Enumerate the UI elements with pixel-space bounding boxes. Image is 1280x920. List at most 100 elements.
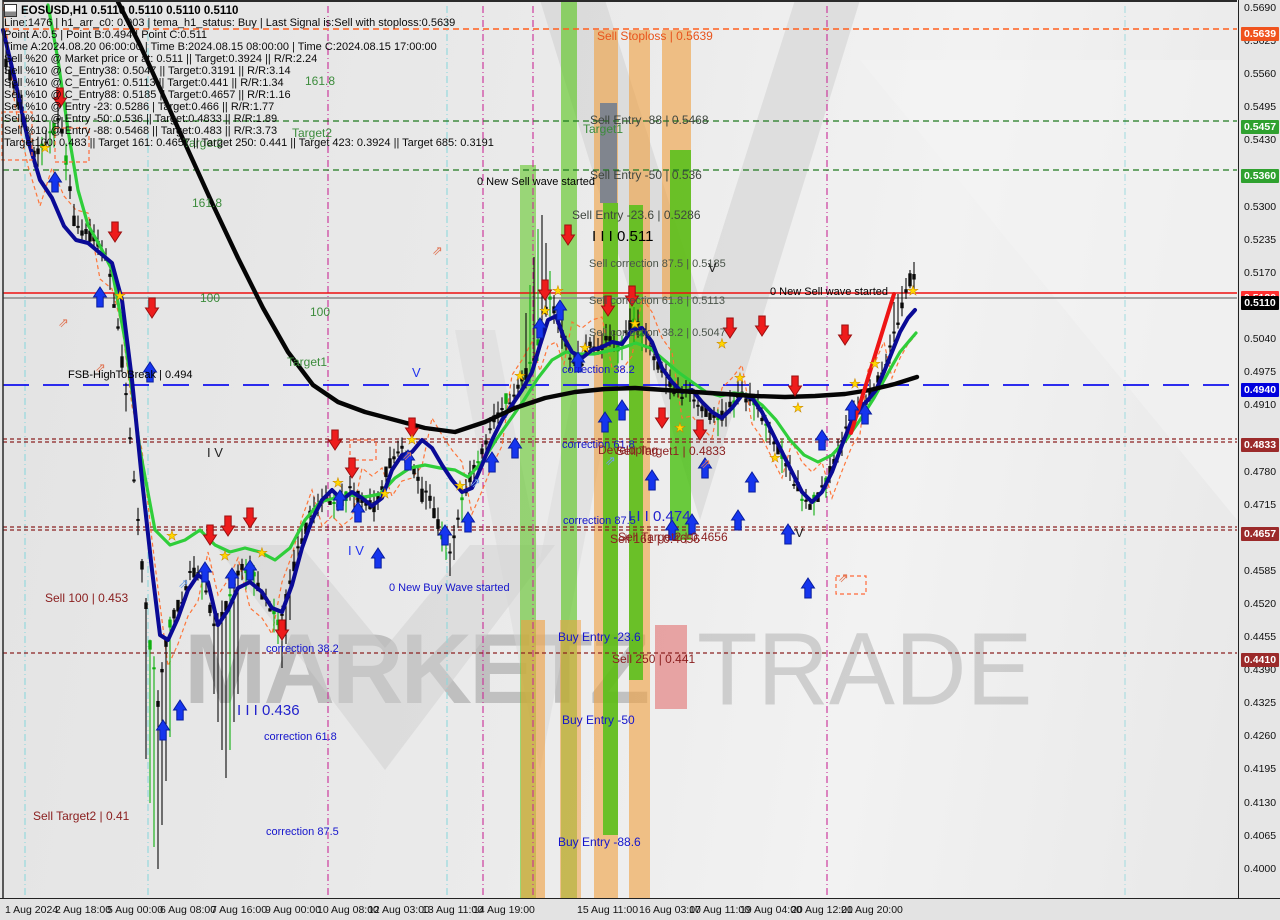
candle-body <box>348 486 352 489</box>
time-axis[interactable]: 1 Aug 2024 2 Aug 18:00 5 Aug 00:00 6 Aug 08… <box>0 898 1280 920</box>
mini-arrow-icon: ⇗ <box>178 576 189 591</box>
candle-body <box>472 464 476 471</box>
price-badge: 0.5360 <box>1241 169 1279 184</box>
candle-body <box>76 225 80 228</box>
star-icon: ★ <box>849 376 861 391</box>
candle-body <box>68 186 72 192</box>
price-axis[interactable]: 0.5690 0.5625 0.5560 0.5495 0.5430 0.5300 0.52… <box>1238 0 1280 908</box>
price-tick: 0.5430 <box>1244 134 1277 147</box>
candle-body <box>516 384 520 389</box>
sell-arrow-icon <box>202 524 218 546</box>
buy-arrow-icon <box>370 547 386 569</box>
price-tick: 0.5170 <box>1244 266 1277 279</box>
price-tick: 0.4260 <box>1244 730 1277 743</box>
signal-box <box>349 439 377 461</box>
candle-body <box>704 405 708 417</box>
price-tick: 0.5300 <box>1244 200 1277 213</box>
buy-arrow-icon <box>242 559 258 581</box>
sell-arrow-icon <box>600 295 616 317</box>
candle-body <box>744 398 748 403</box>
info-line-1: Point A:0.5 | Point B:0.494 | Point C:0.… <box>4 29 208 41</box>
buy-arrow-icon <box>664 519 680 541</box>
info-line-2: Time A:2024.08.20 06:00:00 | Time B:2024… <box>4 41 437 53</box>
candle-body <box>140 561 144 570</box>
price-tick: 0.4195 <box>1244 763 1277 776</box>
candle-body <box>164 637 168 647</box>
star-icon: ★ <box>166 528 178 543</box>
info-line-10: Target100: 0.483 || Target 161: 0.4657 |… <box>4 137 494 149</box>
buy-arrow-icon <box>597 411 613 433</box>
buy-arrow-icon <box>552 299 568 321</box>
buy-arrow-icon <box>484 451 500 473</box>
time-label: 5 Aug 00:00 <box>107 904 164 916</box>
candle-body <box>896 322 900 325</box>
candle-body <box>900 302 904 309</box>
buy-arrow-icon <box>697 457 713 479</box>
candle-body <box>680 396 684 400</box>
candle-body <box>604 335 608 341</box>
price-badge: 0.4940 <box>1241 383 1279 397</box>
sell-arrow-icon <box>274 619 290 641</box>
time-label: 16 Aug 03:00 <box>639 904 701 916</box>
price-tick: 0.4065 <box>1244 829 1277 842</box>
candle-body <box>240 563 244 570</box>
candle-body <box>252 572 256 577</box>
star-icon: ★ <box>769 450 781 465</box>
buy-arrow-icon <box>92 286 108 308</box>
sell-arrow-icon <box>692 419 708 441</box>
signal-markers: ★★★★ ★★★★★★★★★★★★★★★★★★⇗⇗⇗⇗⇗⇗⇗⇗⇗ <box>39 87 919 741</box>
candle-body <box>228 594 232 597</box>
buy-arrow-icon <box>684 513 700 535</box>
candle-body <box>132 479 136 482</box>
candle-body <box>328 501 332 505</box>
price-tick: 0.4455 <box>1244 631 1277 644</box>
candle-body <box>804 499 808 502</box>
candle-body <box>44 141 48 144</box>
candle-body <box>108 273 112 277</box>
signal-box <box>1 111 33 161</box>
price-tick: 0.5560 <box>1244 68 1277 81</box>
buy-arrow-icon <box>744 471 760 493</box>
buy-arrow-icon <box>197 561 213 583</box>
buy-arrow-icon <box>800 577 816 599</box>
buy-arrow-icon <box>857 403 873 425</box>
candle-body <box>420 488 424 502</box>
candle-body <box>712 414 716 418</box>
candle-body <box>520 377 524 382</box>
candle-body <box>184 586 188 591</box>
price-tick: 0.4390 <box>1244 664 1277 677</box>
candle-body <box>392 456 396 460</box>
candle-body <box>88 230 92 242</box>
sell-arrow-icon <box>327 429 343 451</box>
candle-body <box>792 484 796 487</box>
candle-body <box>476 461 480 464</box>
candle-body <box>304 522 308 535</box>
buy-arrow-icon <box>844 399 860 421</box>
watermark-red-block <box>654 625 687 709</box>
price-tick: 0.4715 <box>1244 498 1277 511</box>
candle-body <box>120 356 124 368</box>
time-label: 6 Aug 08:00 <box>160 904 217 916</box>
candle-body <box>244 570 248 574</box>
info-line-7: Sell %10 @ Entry -23: 0.5286 | Target:0.… <box>4 101 275 113</box>
candle-body <box>56 118 60 121</box>
watermark-logo-shape <box>215 0 1237 770</box>
candle-body <box>72 215 76 226</box>
buy-arrow-icon <box>814 429 830 451</box>
candle-body <box>112 304 116 308</box>
candle-body <box>176 599 180 612</box>
star-icon: ★ <box>114 288 126 303</box>
buy-arrow-icon <box>332 489 348 511</box>
candle-body <box>64 155 68 165</box>
candle-body <box>376 494 380 502</box>
candle-body <box>128 437 132 440</box>
buy-arrow-icon <box>155 719 171 741</box>
price-tick: 0.4520 <box>1244 597 1277 610</box>
trailing-stop-polyline <box>2 0 916 669</box>
candle-body <box>60 128 64 134</box>
candle-body <box>52 122 56 136</box>
candle-body <box>296 546 300 549</box>
candle-body <box>372 502 376 513</box>
info-line-5: Sell %10 @ C_Entry61: 0.5113 || Target:0… <box>4 77 284 89</box>
